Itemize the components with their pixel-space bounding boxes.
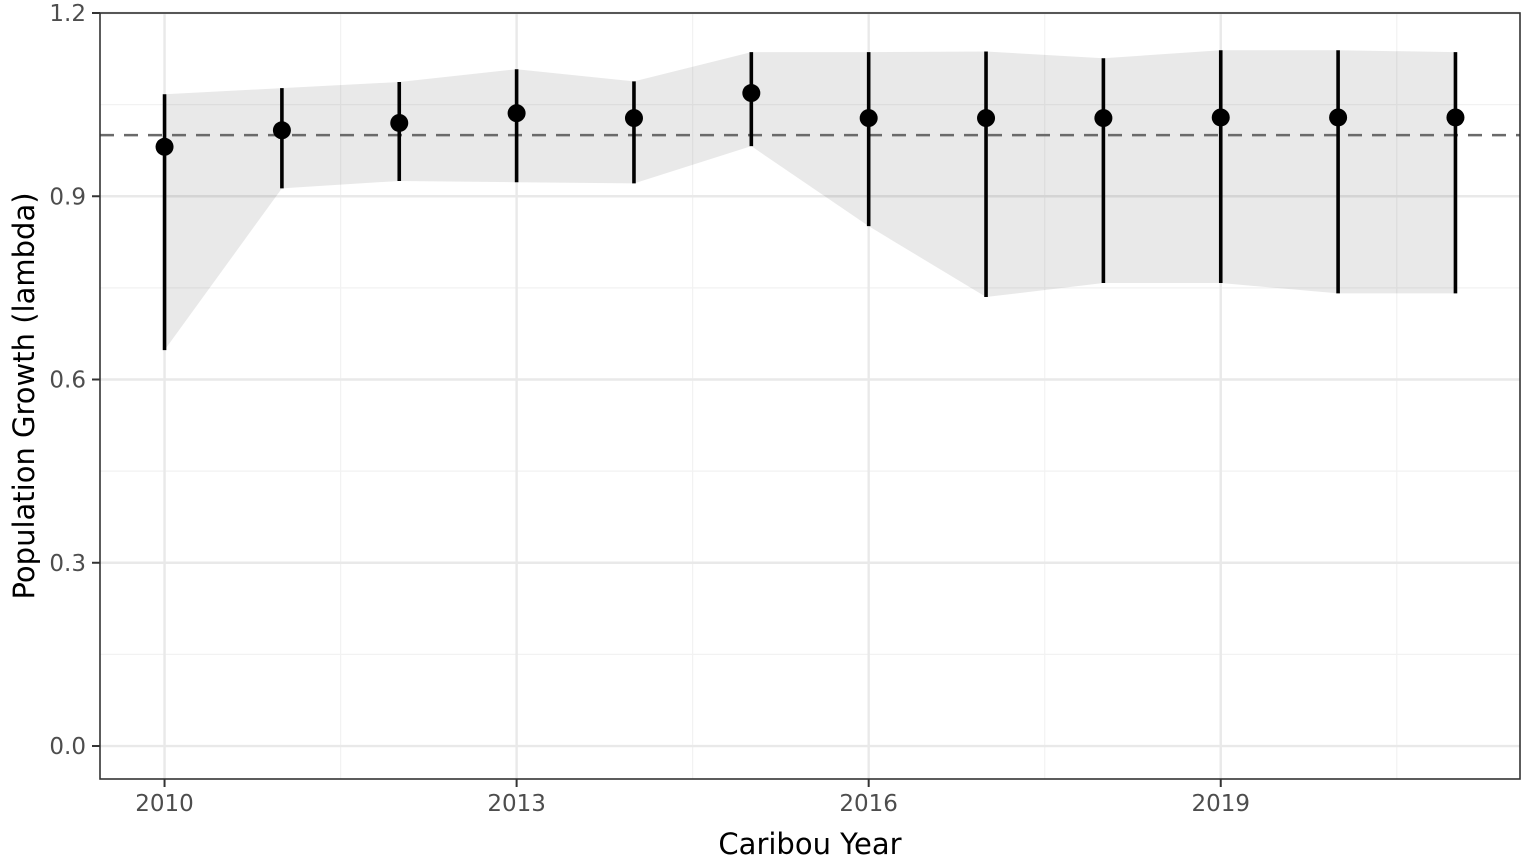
panel-border xyxy=(99,12,1521,780)
y-tick-label-0: 0.0 xyxy=(49,734,86,760)
panel-background xyxy=(100,13,1520,779)
x-tick-label-2016: 2016 xyxy=(839,791,898,817)
point-2011 xyxy=(272,121,291,140)
point-2021 xyxy=(1446,108,1465,127)
point-2015 xyxy=(742,84,761,103)
point-2014 xyxy=(624,109,643,128)
y-tick-label-0.6: 0.6 xyxy=(49,368,86,394)
x-tick-label-2013: 2013 xyxy=(487,791,546,817)
point-2019 xyxy=(1211,108,1230,127)
confidence-ribbon xyxy=(164,50,1456,351)
x-axis-title: Caribou Year xyxy=(718,827,902,861)
point-2016 xyxy=(859,109,878,128)
point-2012 xyxy=(390,113,409,132)
point-2010 xyxy=(155,137,174,156)
x-tick-label-2010: 2010 xyxy=(135,791,194,817)
point-2018 xyxy=(1094,109,1113,128)
y-tick-label-0.9: 0.9 xyxy=(49,184,86,210)
point-2013 xyxy=(507,104,526,123)
point-2020 xyxy=(1329,108,1348,127)
y-axis-title: Population Growth (lambda) xyxy=(7,192,41,600)
y-tick-label-1.2: 1.2 xyxy=(49,1,86,27)
point-2017 xyxy=(977,109,996,128)
y-tick-label-0.3: 0.3 xyxy=(49,551,86,577)
x-tick-label-2019: 2019 xyxy=(1191,791,1250,817)
